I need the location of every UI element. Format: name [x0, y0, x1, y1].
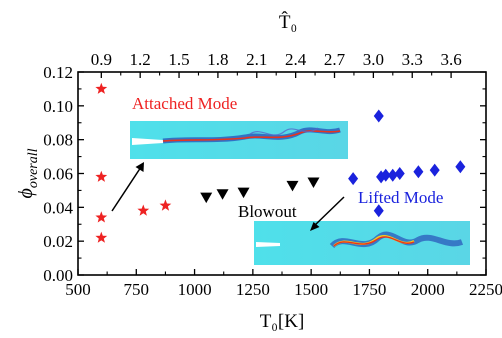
x-top-tick-label: 2.7 [324, 50, 346, 69]
x-tick-label: 1500 [294, 280, 328, 299]
x-top-tick-label: 1.2 [130, 50, 151, 69]
x-top-axis-title: T̂₀ [279, 11, 297, 33]
x-tick-label: 2000 [411, 280, 445, 299]
x-top-tick-label: 0.9 [91, 50, 112, 69]
annotation-arrows [111, 162, 345, 231]
x-tick-label: 750 [124, 280, 150, 299]
data-point-diamond [429, 163, 440, 177]
data-point-star [95, 211, 108, 223]
data-point-diamond [387, 168, 398, 182]
series-lifted-mode [348, 109, 466, 218]
attached-flame-nozzle [132, 138, 163, 145]
y-tick-label: 0.04 [43, 198, 73, 217]
y-tick-label: 0.08 [43, 131, 73, 150]
attached-flame-eddies [249, 127, 319, 136]
lifted-mode-label: Lifted Mode [358, 188, 443, 207]
data-point-star [95, 231, 108, 243]
attached-flame-inset [130, 121, 348, 159]
data-point-diamond [373, 204, 384, 218]
x-top-tick-label: 3.3 [402, 50, 423, 69]
data-point-triangle-down [200, 192, 213, 204]
data-point-triangle-down [237, 187, 250, 199]
series-blowout [200, 177, 320, 204]
lifted-flame-inset [254, 221, 470, 265]
x-top-tick-label: 1.5 [168, 50, 189, 69]
y-tick-label: 0.10 [43, 97, 73, 116]
x-tick-label: 1750 [352, 280, 386, 299]
data-point-triangle-down [286, 180, 299, 192]
attached-mode-label: Attached Mode [132, 94, 237, 113]
x-top-tick-label: 3.0 [363, 50, 384, 69]
x-tick-label: 1250 [236, 280, 270, 299]
y-tick-label: 0.12 [43, 63, 73, 82]
lifted-mode-arrowhead [310, 222, 320, 231]
data-point-diamond [455, 160, 466, 174]
data-point-star [159, 199, 172, 211]
y-tick-label: 0.06 [43, 165, 73, 184]
y-axis-title: ϕoverall [15, 148, 41, 198]
x-top-tick-label: 3.6 [440, 50, 461, 69]
lifted-flame-nozzle [256, 242, 280, 247]
series-attached-mode [95, 82, 172, 243]
y-tick-label: 0.02 [43, 232, 73, 251]
data-series [95, 82, 466, 243]
x-top-tick-label: 2.4 [285, 50, 307, 69]
x-tick-label: 500 [65, 280, 91, 299]
data-point-star [95, 82, 108, 94]
data-point-triangle-down [307, 177, 320, 188]
data-point-diamond [373, 109, 384, 123]
attached-flame-front [162, 130, 341, 142]
y-tick-label: 0.00 [43, 266, 73, 285]
x-tick-label: 1000 [178, 280, 212, 299]
axes: 500 750 1000 1250 1500 1750 2000 2250 0.00 0.02 0.… [15, 11, 502, 332]
y-axis-symbol: ϕ [15, 188, 37, 198]
data-point-diamond [394, 167, 405, 180]
data-point-star [95, 170, 108, 182]
lifted-mode-arrow [312, 196, 345, 228]
x-tick-label: 2250 [469, 280, 502, 299]
attached-mode-arrow [111, 166, 142, 212]
data-point-diamond [380, 168, 391, 182]
x-axis-title: T₀[K] [260, 311, 305, 332]
data-point-diamond [413, 165, 424, 179]
data-point-star [137, 204, 150, 216]
blowout-label: Blowout [238, 202, 297, 221]
x-top-tick-label: 1.8 [207, 50, 228, 69]
data-point-diamond [348, 172, 359, 186]
y-axis-subscript: overall [26, 148, 41, 188]
data-point-triangle-down [216, 189, 229, 200]
x-top-tick-label: 2.1 [246, 50, 267, 69]
attached-mode-arrowhead [135, 162, 144, 172]
lifted-flame-front [333, 236, 415, 247]
